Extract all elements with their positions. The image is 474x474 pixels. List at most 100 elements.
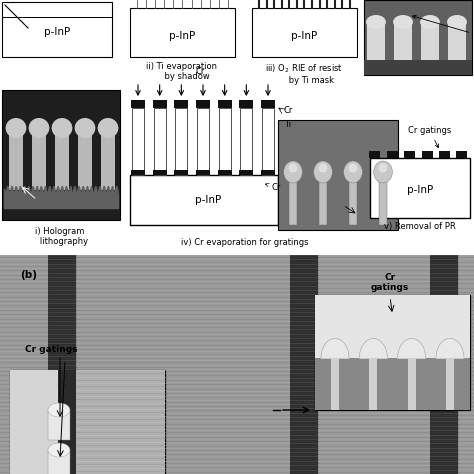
Polygon shape (321, 338, 349, 358)
Ellipse shape (48, 403, 70, 417)
Text: p-InP: p-InP (407, 185, 433, 195)
Bar (315, 295, 470, 410)
Bar (131, 100, 145, 108)
Polygon shape (436, 338, 464, 358)
Bar (197, 108, 209, 175)
Bar (315, 358, 470, 410)
Bar (218, 170, 232, 175)
Bar (367, 22, 385, 70)
Bar (404, 151, 415, 158)
Ellipse shape (28, 118, 49, 138)
Bar (55, 128, 69, 190)
Text: Cr: Cr (284, 106, 293, 115)
Bar (9, 128, 23, 190)
Bar (130, 175, 278, 225)
Bar (78, 128, 92, 190)
Ellipse shape (319, 164, 328, 173)
Bar (456, 151, 467, 158)
Bar (364, 0, 472, 75)
Bar (218, 100, 232, 108)
Bar (394, 22, 412, 70)
Bar (331, 358, 339, 410)
Bar (101, 128, 115, 190)
Text: (b): (b) (20, 270, 37, 280)
Text: Cr: Cr (265, 183, 282, 192)
Bar (10, 370, 165, 474)
Bar (131, 170, 145, 175)
Bar (446, 358, 454, 410)
Polygon shape (359, 338, 387, 358)
Bar (10, 370, 58, 474)
Ellipse shape (348, 164, 357, 173)
Bar (261, 170, 275, 175)
Bar (421, 22, 439, 70)
Bar (130, 8, 235, 57)
Bar (315, 295, 470, 358)
Bar (2, 90, 120, 220)
Bar (239, 100, 253, 108)
Bar (58, 370, 76, 474)
Bar (439, 151, 450, 158)
Ellipse shape (314, 161, 332, 183)
Bar (153, 100, 167, 108)
Ellipse shape (344, 161, 362, 183)
Ellipse shape (289, 164, 297, 173)
Bar (252, 8, 357, 57)
Ellipse shape (447, 15, 467, 29)
Text: Cr gatings: Cr gatings (409, 126, 452, 148)
Bar (369, 358, 377, 410)
Bar (175, 108, 187, 175)
Ellipse shape (420, 15, 440, 29)
Bar (370, 151, 381, 158)
Bar (153, 170, 167, 175)
Bar (32, 128, 46, 190)
Text: i) Hologram
   lithography: i) Hologram lithography (32, 227, 88, 246)
Bar (290, 255, 318, 474)
Bar (219, 108, 231, 175)
Bar (430, 255, 458, 474)
Bar (448, 22, 466, 70)
Bar (154, 108, 166, 175)
Ellipse shape (48, 443, 70, 457)
Bar (278, 120, 398, 230)
Ellipse shape (6, 118, 27, 138)
Bar (48, 450, 70, 474)
Bar (408, 358, 416, 410)
Text: p-InP: p-InP (291, 31, 317, 41)
Text: p-InP: p-InP (44, 27, 70, 37)
Ellipse shape (393, 15, 413, 29)
Bar (387, 151, 398, 158)
Bar (48, 255, 76, 474)
Bar (379, 175, 387, 225)
Bar (364, 60, 472, 75)
Text: ii) Ti evaporation
    by shadow: ii) Ti evaporation by shadow (146, 62, 218, 82)
Polygon shape (398, 338, 426, 358)
Bar (262, 108, 274, 175)
Bar (240, 108, 252, 175)
Bar (196, 100, 210, 108)
Text: Cr
gatings: Cr gatings (371, 273, 409, 292)
Text: iv) Cr evaporation for gratings: iv) Cr evaporation for gratings (181, 238, 309, 247)
Bar (289, 175, 297, 225)
Text: Cr gatings: Cr gatings (25, 346, 78, 355)
Bar (2, 2, 112, 57)
Text: iii) O$_2$ RIE of resist
      by Ti mask: iii) O$_2$ RIE of resist by Ti mask (265, 62, 343, 85)
Ellipse shape (374, 161, 392, 183)
Ellipse shape (366, 15, 386, 29)
Bar (422, 151, 433, 158)
Ellipse shape (283, 161, 302, 183)
Bar (0, 255, 474, 474)
Ellipse shape (52, 118, 73, 138)
Ellipse shape (98, 118, 118, 138)
Bar (132, 108, 144, 175)
Bar (48, 410, 70, 440)
Bar (76, 370, 165, 474)
Text: p-InP: p-InP (169, 31, 195, 41)
Bar (196, 170, 210, 175)
Ellipse shape (74, 118, 95, 138)
Text: v) Removal of PR: v) Removal of PR (384, 222, 456, 231)
Bar (261, 100, 275, 108)
Bar (174, 170, 188, 175)
Bar (174, 100, 188, 108)
Bar (319, 175, 327, 225)
